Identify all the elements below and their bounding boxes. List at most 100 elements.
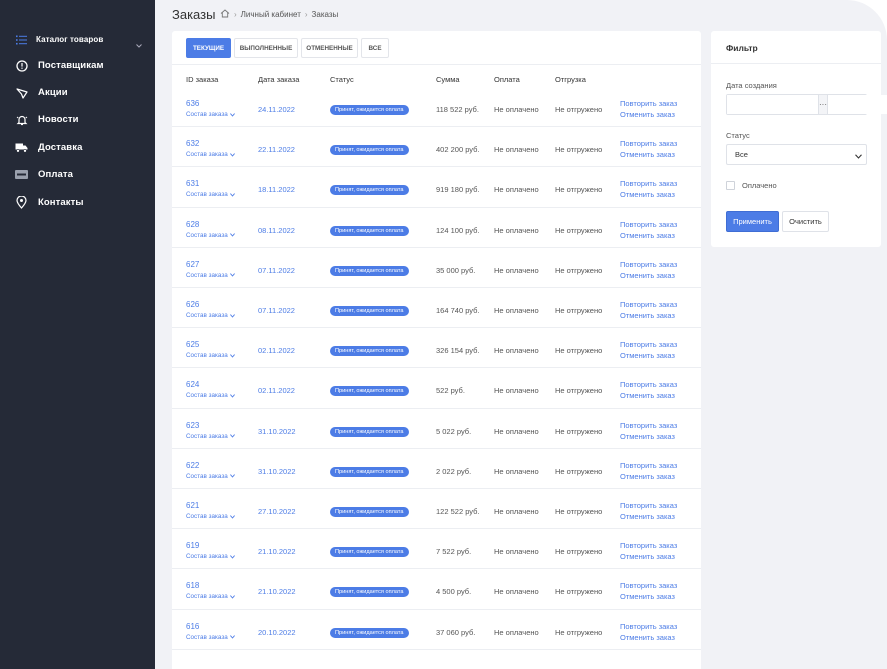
- cancel-order-link[interactable]: Отменить заказ: [620, 270, 675, 280]
- cancel-order-link[interactable]: Отменить заказ: [620, 230, 675, 240]
- order-date-link[interactable]: 21.10.2022: [258, 547, 296, 557]
- order-composition-label: Состав заказа: [186, 432, 228, 440]
- cancel-order-link[interactable]: Отменить заказ: [620, 632, 675, 642]
- order-composition-toggle[interactable]: Состав заказа: [186, 312, 235, 319]
- cancel-order-link[interactable]: Отменить заказ: [620, 150, 675, 160]
- cancel-order-link[interactable]: Отменить заказ: [620, 391, 675, 401]
- sidebar-item-catalog[interactable]: Каталог товаров: [0, 26, 155, 53]
- paid-checkbox[interactable]: [726, 181, 735, 190]
- tab-current[interactable]: ТЕКУЩИЕ: [186, 38, 231, 58]
- order-date-link[interactable]: 18.11.2022: [258, 185, 295, 195]
- truck-icon: [15, 141, 28, 154]
- tab-cancelled[interactable]: ОТМЕНЕННЫЕ: [301, 38, 358, 58]
- repeat-order-link[interactable]: Повторить заказ: [620, 99, 678, 108]
- order-id-link[interactable]: 619: [186, 541, 200, 551]
- clear-button[interactable]: Очистить: [782, 211, 829, 232]
- order-id-link[interactable]: 623: [186, 420, 200, 430]
- cancel-order-link[interactable]: Отменить заказ: [620, 592, 675, 602]
- breadcrumb: › Личный кабинет › Заказы: [220, 9, 338, 20]
- cancel-order-link[interactable]: Отменить заказ: [620, 190, 675, 200]
- order-date-link[interactable]: 02.11.2022: [258, 386, 295, 396]
- status-select[interactable]: Все: [726, 144, 867, 165]
- tab-all[interactable]: ВСЕ: [361, 38, 389, 58]
- shipment-status: Не отгружено: [555, 627, 603, 637]
- order-id-link[interactable]: 624: [186, 380, 200, 390]
- cancel-order-link[interactable]: Отменить заказ: [620, 311, 675, 320]
- order-date-link[interactable]: 22.11.2022: [258, 145, 295, 155]
- order-date-link[interactable]: 31.10.2022: [258, 426, 296, 436]
- order-id-link[interactable]: 616: [186, 621, 200, 631]
- sidebar-item-contacts[interactable]: Контакты: [0, 189, 155, 216]
- sidebar-item-suppliers[interactable]: Поставщикам: [0, 52, 155, 79]
- repeat-order-link[interactable]: Повторить заказ: [620, 340, 678, 350]
- cancel-order-link[interactable]: Отменить заказ: [620, 471, 675, 481]
- order-sum: 37 060 руб.: [436, 627, 476, 637]
- repeat-order-link[interactable]: Повторить заказ: [620, 179, 678, 189]
- status-label: Статус: [726, 131, 750, 140]
- repeat-order-link[interactable]: Повторить заказ: [620, 380, 678, 390]
- order-id-link[interactable]: 618: [186, 581, 200, 591]
- cancel-order-link[interactable]: Отменить заказ: [620, 110, 675, 119]
- order-composition-toggle[interactable]: Состав заказа: [186, 232, 235, 239]
- order-composition-toggle[interactable]: Состав заказа: [186, 392, 235, 399]
- sidebar: Каталог товаров Поставщикам Акции Новост…: [0, 0, 155, 669]
- repeat-order-link[interactable]: Повторить заказ: [620, 259, 678, 269]
- repeat-order-link[interactable]: Повторить заказ: [620, 420, 678, 430]
- order-composition-toggle[interactable]: Состав заказа: [186, 513, 235, 520]
- order-composition-toggle[interactable]: Состав заказа: [186, 433, 235, 440]
- repeat-order-link[interactable]: Повторить заказ: [620, 581, 678, 591]
- status-badge: Принят, ожидается оплата: [330, 426, 409, 437]
- order-composition-toggle[interactable]: Состав заказа: [186, 634, 235, 641]
- order-date-link[interactable]: 07.11.2022: [258, 265, 295, 275]
- order-date-link[interactable]: 21.10.2022: [258, 587, 296, 597]
- order-date-link[interactable]: 27.10.2022: [258, 507, 296, 516]
- order-composition-toggle[interactable]: Состав заказа: [186, 473, 235, 480]
- order-composition-toggle[interactable]: Состав заказа: [186, 553, 235, 560]
- order-composition-toggle[interactable]: Состав заказа: [186, 352, 235, 359]
- repeat-order-link[interactable]: Повторить заказ: [620, 219, 678, 229]
- date-to-input[interactable]: [828, 95, 887, 114]
- repeat-order-link[interactable]: Повторить заказ: [620, 501, 678, 510]
- cancel-order-link[interactable]: Отменить заказ: [620, 431, 675, 441]
- apply-button[interactable]: Применить: [726, 211, 779, 232]
- order-composition-toggle[interactable]: Состав заказа: [186, 593, 235, 600]
- order-id-link[interactable]: 628: [186, 219, 200, 229]
- order-composition-toggle[interactable]: Состав заказа: [186, 111, 235, 118]
- date-from-input[interactable]: [727, 95, 818, 114]
- order-id-link[interactable]: 626: [186, 300, 200, 309]
- repeat-order-link[interactable]: Повторить заказ: [620, 541, 678, 551]
- sidebar-item-promotions[interactable]: Акции: [0, 79, 155, 106]
- repeat-order-link[interactable]: Повторить заказ: [620, 621, 678, 631]
- home-icon[interactable]: [220, 9, 230, 20]
- order-composition-toggle[interactable]: Состав заказа: [186, 272, 235, 279]
- order-id-link[interactable]: 622: [186, 460, 200, 470]
- breadcrumb-item-cabinet[interactable]: Личный кабинет: [240, 10, 301, 19]
- repeat-order-link[interactable]: Повторить заказ: [620, 139, 678, 149]
- order-date-link[interactable]: 24.11.2022: [258, 105, 295, 114]
- order-composition-label: Состав заказа: [186, 593, 228, 601]
- order-composition-toggle[interactable]: Состав заказа: [186, 191, 235, 198]
- order-date-link[interactable]: 20.10.2022: [258, 627, 296, 637]
- sidebar-item-delivery[interactable]: Доставка: [0, 134, 155, 161]
- order-date-link[interactable]: 02.11.2022: [258, 346, 295, 356]
- payment-status: Не оплачено: [494, 346, 539, 356]
- cancel-order-link[interactable]: Отменить заказ: [620, 552, 675, 562]
- order-id-link[interactable]: 636: [186, 99, 200, 108]
- order-id-link[interactable]: 631: [186, 179, 200, 189]
- order-id-link[interactable]: 632: [186, 139, 200, 149]
- repeat-order-link[interactable]: Повторить заказ: [620, 460, 678, 470]
- order-id-link[interactable]: 627: [186, 259, 200, 269]
- order-date-link[interactable]: 08.11.2022: [258, 225, 295, 235]
- tab-completed[interactable]: ВЫПОЛНЕННЫЕ: [234, 38, 298, 58]
- sidebar-item-news[interactable]: Новости: [0, 106, 155, 133]
- sidebar-item-payment[interactable]: Оплата: [0, 161, 155, 188]
- order-date-link[interactable]: 07.11.2022: [258, 306, 295, 315]
- order-id-link[interactable]: 625: [186, 340, 200, 350]
- order-id-link[interactable]: 621: [186, 501, 200, 510]
- order-composition-toggle[interactable]: Состав заказа: [186, 151, 235, 158]
- shipment-status: Не отгружено: [555, 306, 603, 315]
- order-date-link[interactable]: 31.10.2022: [258, 466, 296, 476]
- repeat-order-link[interactable]: Повторить заказ: [620, 300, 678, 309]
- cancel-order-link[interactable]: Отменить заказ: [620, 351, 675, 361]
- cancel-order-link[interactable]: Отменить заказ: [620, 512, 675, 521]
